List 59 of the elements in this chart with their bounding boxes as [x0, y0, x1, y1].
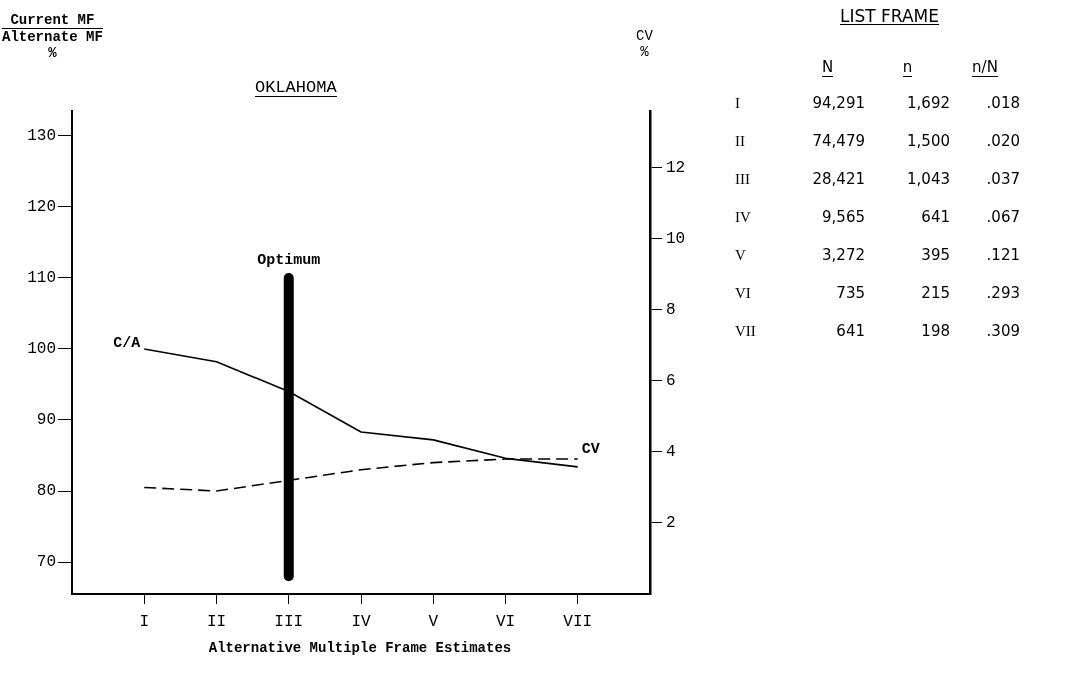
category-label: I [735, 93, 741, 113]
data-label: 3,272 [821, 245, 865, 266]
chart-title: OKLAHOMA [255, 78, 337, 97]
y2-axis-title: CV % [636, 28, 653, 60]
data-label: 641 [835, 321, 865, 342]
category-label: IV [735, 207, 752, 227]
x-tick-label: VI [495, 612, 516, 631]
data-label: .067 [985, 207, 1020, 228]
y-tick-label: 70 [36, 553, 56, 572]
text: n [902, 58, 913, 77]
x-axis-title: Alternative Multiple Frame Estimates [207, 640, 513, 656]
data-label: .121 [985, 245, 1020, 266]
data-label: 1,043 [906, 169, 950, 190]
x-tick-label: I [139, 612, 150, 631]
y2-tick-label: 10 [666, 230, 686, 249]
data-label: 198 [920, 321, 950, 342]
data-label: 735 [835, 283, 865, 304]
y2-tick-label: 6 [666, 372, 676, 391]
category-label: VII [735, 321, 757, 341]
y-tick-label: 90 [36, 411, 56, 430]
data-label: 94,291 [811, 93, 865, 114]
x-tick-label: II [206, 612, 227, 631]
y2-tick-label: 2 [666, 514, 676, 533]
series-label: Optimum [257, 252, 321, 270]
data-label: .020 [985, 131, 1020, 152]
x-tick-label: III [274, 612, 304, 631]
y-tick-label: 100 [27, 340, 56, 359]
data-label: 641 [920, 207, 950, 228]
text: LIST FRAME [840, 6, 940, 26]
data-label: .018 [985, 93, 1020, 114]
y-tick-label: 110 [27, 269, 56, 288]
category-label: II [735, 131, 746, 151]
text: n/N [972, 58, 998, 77]
x-tick-label: V [428, 612, 439, 631]
y-tick-label: 120 [27, 198, 56, 217]
y2-tick-label: 12 [666, 159, 686, 178]
y-tick-label: 80 [36, 482, 56, 501]
data-label: .293 [985, 283, 1020, 304]
data-label: 1,692 [906, 93, 950, 114]
y2-tick-label: 4 [666, 443, 676, 462]
series-label: C/A [113, 335, 141, 353]
data-label: .037 [985, 169, 1020, 190]
y-axis-title: Current MF Alternate MF % [2, 12, 103, 61]
y2-tick-label: 8 [666, 301, 676, 320]
x-tick-label: VII [563, 612, 593, 631]
data-label: 74,479 [811, 131, 865, 152]
y-tick-label: 130 [27, 127, 56, 146]
data-label: .309 [985, 321, 1020, 342]
category-label: VI [735, 283, 752, 303]
data-label: 395 [920, 245, 950, 266]
x-tick-label: IV [351, 612, 371, 631]
series-label: CV [581, 441, 600, 459]
data-label: 215 [920, 283, 950, 304]
data-label: 28,421 [811, 169, 865, 190]
category-label: III [735, 169, 751, 189]
category-label: V [735, 245, 747, 265]
data-label: 1,500 [906, 131, 950, 152]
data-label: 9,565 [821, 207, 865, 228]
text: N [821, 58, 834, 77]
